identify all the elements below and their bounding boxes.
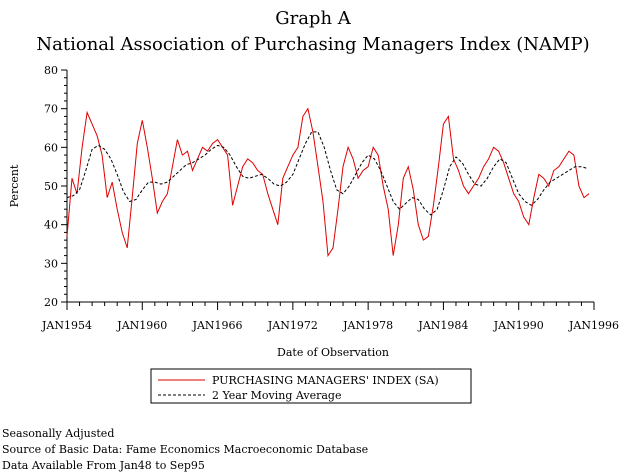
- x-tick-label: JAN1960: [116, 319, 167, 332]
- x-tick-label: JAN1966: [192, 319, 243, 332]
- y-tick-label: 50: [44, 180, 58, 193]
- legend-label-pmi: PURCHASING MANAGERS' INDEX (SA): [212, 374, 439, 387]
- chart-title: Graph A: [275, 8, 352, 29]
- x-tick-label: JAN1984: [417, 319, 468, 332]
- legend-box: [150, 368, 472, 404]
- note-seasonally-adjusted: Seasonally Adjusted: [2, 427, 114, 440]
- y-tick-label: 70: [44, 103, 58, 116]
- series-pmi-line: [66, 107, 590, 258]
- y-axis: 20 30 40 50 60 70 80: [44, 64, 67, 309]
- y-tick-label: 40: [44, 219, 58, 232]
- note-availability: Data Available From Jan48 to Sep95: [2, 459, 205, 472]
- y-tick-label: 20: [44, 296, 58, 309]
- note-source: Source of Basic Data: Fame Economics Mac…: [2, 443, 368, 456]
- x-tick-label: JAN1978: [342, 319, 393, 332]
- y-tick-label: 30: [44, 257, 58, 270]
- x-axis: JAN1954 JAN1960 JAN1966 JAN1972 JAN1978 JAN19…: [41, 302, 619, 332]
- y-tick-label: 60: [44, 141, 58, 154]
- y-axis-label: Percent: [8, 164, 21, 207]
- x-tick-label: JAN1990: [493, 319, 544, 332]
- y-tick-label: 80: [44, 64, 58, 77]
- x-tick-label: JAN1972: [267, 319, 318, 332]
- legend: PURCHASING MANAGERS' INDEX (SA) 2 Year M…: [150, 368, 472, 404]
- x-tick-label: JAN1996: [568, 319, 619, 332]
- series-moving-average-line: [66, 131, 588, 216]
- legend-label-moving-average: 2 Year Moving Average: [212, 389, 341, 402]
- x-tick-label: JAN1954: [41, 319, 92, 332]
- chart-subtitle: National Association of Purchasing Manag…: [36, 34, 589, 55]
- x-axis-label: Date of Observation: [277, 346, 389, 359]
